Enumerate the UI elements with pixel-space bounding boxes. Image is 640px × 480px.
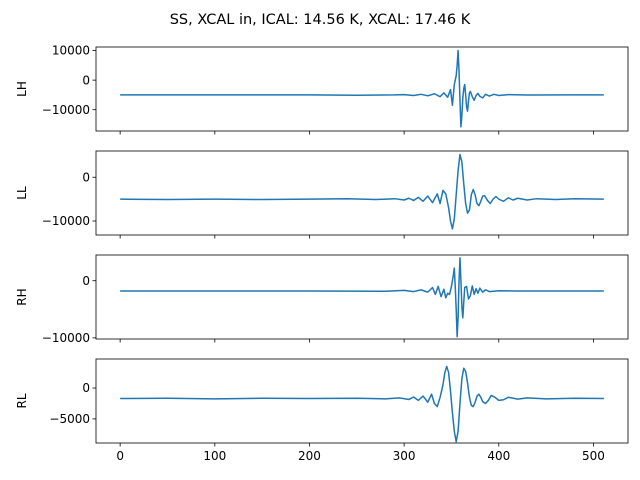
y-axis-label: RH xyxy=(15,288,29,305)
axes-frame xyxy=(95,358,629,444)
x-tick-label: 300 xyxy=(393,449,416,463)
y-tick-label: 0 xyxy=(82,170,90,184)
subplot-lh: −10000 0 10000 LH xyxy=(15,44,629,135)
x-tick-label: 100 xyxy=(203,449,226,463)
series-line-lh xyxy=(120,49,604,128)
axes-frame xyxy=(95,46,629,132)
subplots: −10000 0 10000 LH −10000 0 LL −10000 0 RH −5000 0 0 1… xyxy=(15,44,629,463)
y-tick-label: 10000 xyxy=(52,44,90,58)
x-tick-label: 400 xyxy=(487,449,510,463)
x-tick-label: 0 xyxy=(116,449,124,463)
y-axis-label: LL xyxy=(15,186,29,200)
axes-frame xyxy=(95,254,629,340)
subplot-rl: −5000 0 0 100 200 300 400 500 RL xyxy=(15,358,629,463)
axes-frame xyxy=(95,150,629,236)
subplot-rh: −10000 0 RH xyxy=(15,254,629,345)
x-tick-label: 500 xyxy=(582,449,605,463)
y-tick-label: −10000 xyxy=(42,214,90,228)
x-tick-label: 200 xyxy=(298,449,321,463)
y-tick-label: −10000 xyxy=(42,331,90,345)
series-line-rl xyxy=(120,365,604,443)
y-tick-label: −5000 xyxy=(49,412,90,426)
series-line-ll xyxy=(120,153,604,230)
y-tick-label: −10000 xyxy=(42,103,90,117)
y-tick-label: 0 xyxy=(82,274,90,288)
subplot-ll: −10000 0 LL xyxy=(15,150,629,239)
y-axis-label: RL xyxy=(15,393,29,408)
y-tick-label: 0 xyxy=(82,381,90,395)
y-axis-label: LH xyxy=(15,81,29,97)
y-tick-label: 0 xyxy=(82,73,90,87)
series-line-rh xyxy=(120,257,604,338)
figure-title: SS, XCAL in, ICAL: 14.56 K, XCAL: 17.46 … xyxy=(170,12,471,28)
